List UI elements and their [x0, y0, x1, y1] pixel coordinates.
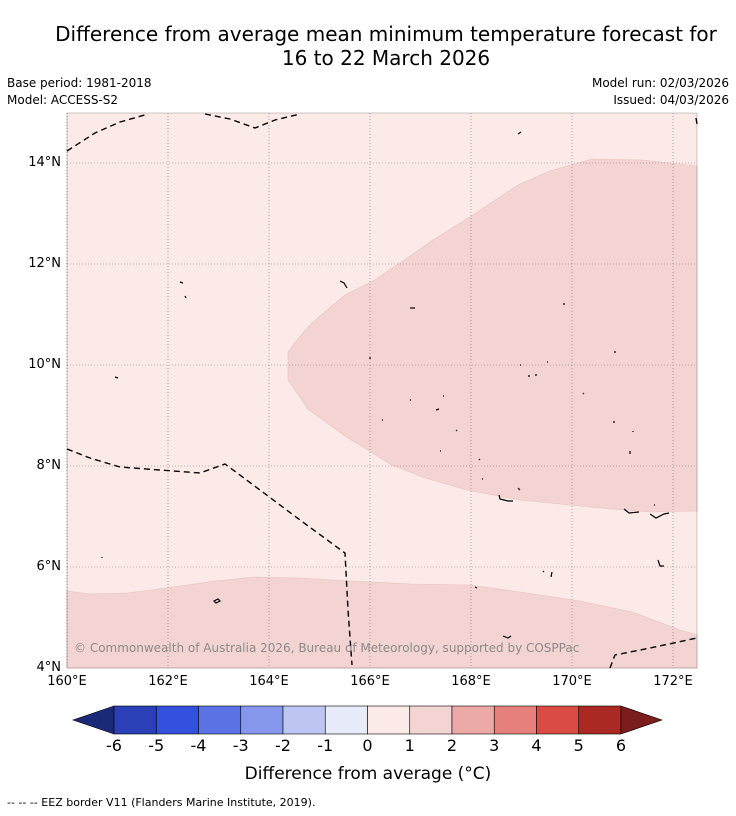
lon-label-172e: 172°E [653, 674, 693, 689]
colorbar-cell [324, 705, 368, 735]
colorbar-arrow-high [620, 705, 663, 735]
lat-label-14n: 14°N [28, 155, 61, 170]
colorbar-tick-label: 6 [615, 736, 627, 755]
colorbar-cell [113, 705, 157, 735]
lon-label-166e: 166°E [350, 674, 390, 689]
lat-label-6n: 6°N [36, 559, 62, 574]
title-line-2: 16 to 22 March 2026 [281, 46, 491, 70]
colorbar-arrow-low [72, 705, 115, 735]
colorbar-cell [367, 705, 411, 735]
lat-label-12n: 12°N [28, 256, 61, 271]
anomaly-region-south [66, 576, 698, 669]
lon-label-162e: 162°E [148, 674, 188, 689]
lon-label-168e: 168°E [451, 674, 491, 689]
lat-label-4n: 4°N [36, 660, 62, 675]
colorbar-tick-label: 0 [362, 736, 373, 755]
map-border [66, 112, 698, 669]
colorbar-tick-label: -6 [106, 736, 122, 755]
gridlines [66, 113, 697, 668]
colorbar-cell [451, 705, 495, 735]
map-title: Difference from average mean minimum tem… [0, 22, 736, 70]
colorbar-cell [578, 705, 622, 735]
lon-label-164e: 164°E [249, 674, 289, 689]
lat-label-8n: 8°N [36, 458, 62, 473]
colorbar-cell [493, 705, 537, 735]
issued-date: Issued: 04/03/2026 [613, 93, 729, 107]
colorbar-tick-label: 2 [446, 736, 458, 755]
meta-right: Model run: 02/03/2026 Issued: 04/03/2026 [592, 75, 729, 109]
colorbar-tick-label: -1 [317, 736, 334, 755]
lat-label-10n: 10°N [28, 357, 61, 372]
colorbar-tick-label: 3 [489, 736, 500, 755]
lon-label-160e: 160°E [47, 674, 87, 689]
colorbar [72, 705, 663, 735]
colorbar-tick-label: -4 [190, 736, 207, 755]
title-line-1: Difference from average mean minimum tem… [55, 22, 717, 46]
colorbar-cell [282, 705, 326, 735]
colorbar-title: Difference from average (°C) [244, 764, 492, 784]
colorbar-tick-label: -5 [148, 736, 165, 755]
model-name: Model: ACCESS-S2 [7, 93, 119, 107]
base-period: Base period: 1981-2018 [7, 76, 152, 90]
colorbar-cell [198, 705, 242, 735]
meta-left: Base period: 1981-2018 Model: ACCESS-S2 [7, 75, 152, 109]
eez-borders [66, 113, 698, 669]
islands [101, 131, 670, 639]
colorbar-cell [240, 705, 284, 735]
colorbar-cell [409, 705, 453, 735]
colorbar-cell [155, 705, 199, 735]
lon-label-170e: 170°E [552, 674, 592, 689]
colorbar-tick-label: -2 [275, 736, 291, 755]
copyright-notice: © Commonwealth of Australia 2026, Bureau… [74, 641, 580, 655]
colorbar-tick-label: -3 [232, 736, 249, 755]
colorbar-cell [536, 705, 580, 735]
eez-legend-note: -- -- -- EEZ border V11 (Flanders Marine… [7, 796, 316, 809]
colorbar-tick-label: 1 [404, 736, 415, 755]
model-run: Model run: 02/03/2026 [591, 76, 729, 90]
colorbar-tick-label: 4 [531, 736, 542, 755]
anomaly-region-east [287, 158, 698, 513]
colorbar-tick-label: 5 [573, 736, 584, 755]
